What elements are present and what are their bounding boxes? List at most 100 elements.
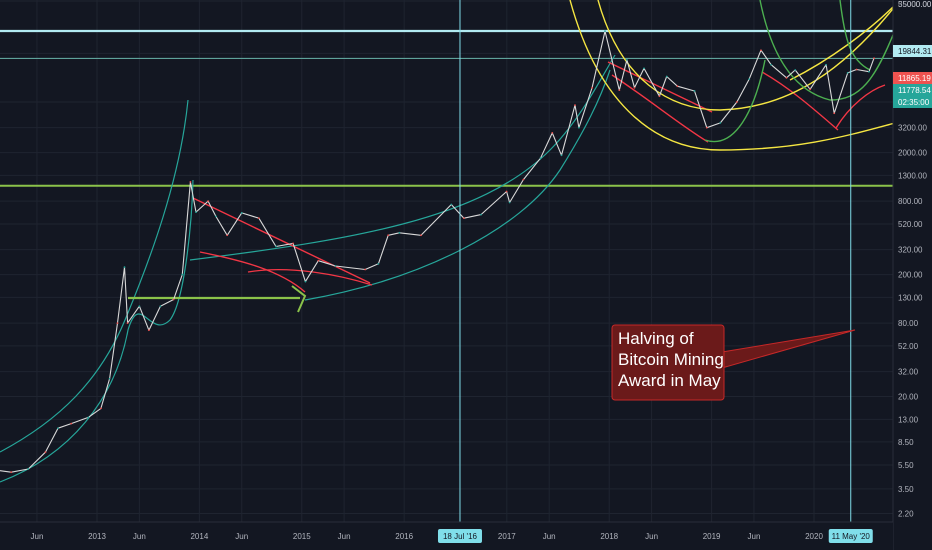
price-tick: 32.00 — [898, 368, 919, 377]
date-badges: 18 Jul '16 11 May '20 — [437, 529, 873, 543]
price-point — [868, 70, 870, 73]
price-tick: 320.00 — [898, 246, 923, 255]
price-point — [10, 471, 13, 474]
price-point — [257, 217, 260, 220]
price-point — [159, 305, 162, 308]
price-point — [207, 200, 209, 203]
price-badge — [893, 84, 932, 96]
price-point — [560, 154, 563, 157]
annotation-line-1: Halving of — [618, 329, 694, 348]
price-point — [846, 71, 849, 74]
price-point — [508, 201, 511, 204]
price-point — [138, 305, 141, 308]
price-point — [643, 67, 645, 70]
price-point — [100, 407, 102, 410]
price-point — [377, 262, 380, 265]
price-tick: 2.20 — [898, 510, 914, 519]
price-tick: 5.50 — [898, 461, 914, 470]
price-point — [195, 211, 197, 214]
price-tick: 35000.00 — [898, 0, 932, 9]
price-point — [785, 76, 788, 79]
price-point — [833, 112, 836, 115]
price-point — [873, 57, 875, 60]
price-point — [591, 86, 594, 89]
yellow-arc-outer — [569, 0, 896, 151]
price-badge — [893, 72, 932, 84]
price-point — [735, 101, 738, 103]
price-point — [292, 242, 294, 245]
parabolic-channel-upper — [0, 99, 189, 453]
time-tick: 2014 — [190, 532, 208, 541]
price-point — [123, 266, 126, 269]
annotation-line-2: Bitcoin Mining — [618, 350, 724, 369]
price-point — [108, 377, 111, 380]
time-tick: 2019 — [703, 532, 721, 541]
price-point — [70, 422, 73, 425]
support-arrow-2015 — [291, 285, 307, 313]
price-point — [172, 298, 175, 301]
price-point — [693, 90, 696, 92]
price-badge-label: 11778.54 — [898, 86, 931, 95]
horizontal-levels — [0, 29, 893, 187]
trend-curve-2014 — [199, 251, 306, 293]
price-point — [147, 329, 150, 332]
price-point — [505, 190, 508, 193]
price-series — [0, 30, 875, 474]
trend-curve-2018 — [611, 74, 709, 143]
price-point — [44, 451, 47, 454]
price-badge — [893, 45, 932, 57]
grid — [0, 0, 893, 522]
vertical-markers — [459, 0, 852, 522]
price-badge-label: 02:35:00 — [898, 98, 930, 107]
price-tick: 80.00 — [898, 319, 919, 328]
trend-line-2018 — [607, 61, 713, 113]
price-tick: 800.00 — [898, 197, 923, 206]
price-point — [57, 427, 59, 430]
price-point — [522, 178, 525, 181]
green-arc-mid — [759, 0, 896, 101]
price-point — [27, 468, 30, 470]
price-tick: 1300.00 — [898, 171, 927, 180]
price-badge-label: 11865.19 — [898, 74, 931, 83]
price-point — [387, 234, 390, 237]
price-point — [275, 245, 277, 248]
price-point — [539, 157, 542, 160]
trend-curve-2015 — [247, 269, 373, 286]
price-point — [658, 95, 661, 98]
price-point — [770, 63, 772, 66]
time-tick: 2018 — [600, 532, 618, 541]
annotation-line-3: Award in May — [618, 371, 721, 390]
price-tick: 13.00 — [898, 415, 919, 424]
date-badge — [828, 529, 873, 543]
price-point — [665, 75, 668, 78]
price-point — [87, 416, 90, 419]
price-point — [181, 273, 184, 276]
time-tick: Jun — [748, 532, 761, 541]
price-point — [705, 126, 708, 129]
price-point — [226, 234, 229, 237]
price-tick: 3200.00 — [898, 124, 927, 133]
time-tick: 2015 — [293, 532, 311, 541]
price-badge-label: 19844.31 — [898, 47, 932, 56]
price-point — [215, 215, 217, 218]
price-point — [604, 30, 606, 33]
price-point — [398, 231, 401, 234]
price-tick: 3.50 — [898, 485, 914, 494]
price-tick: 520.00 — [898, 220, 923, 229]
date-badge-label: 11 May '20 — [832, 532, 871, 541]
price-point — [574, 104, 576, 107]
price-point — [578, 126, 580, 129]
price-point — [116, 322, 119, 325]
price-point — [480, 213, 482, 216]
annotation-callout[interactable]: Halving of Bitcoin Mining Award in May — [611, 324, 856, 401]
green-arc-left — [704, 59, 766, 143]
time-tick: Jun — [133, 532, 146, 541]
price-point — [364, 268, 367, 271]
price-point — [126, 322, 129, 325]
price-tick: 200.00 — [898, 271, 923, 280]
price-tick: 55000.00 — [898, 0, 932, 9]
bull-channel-upper — [189, 54, 616, 261]
price-point — [825, 63, 827, 66]
price-point — [551, 131, 554, 134]
